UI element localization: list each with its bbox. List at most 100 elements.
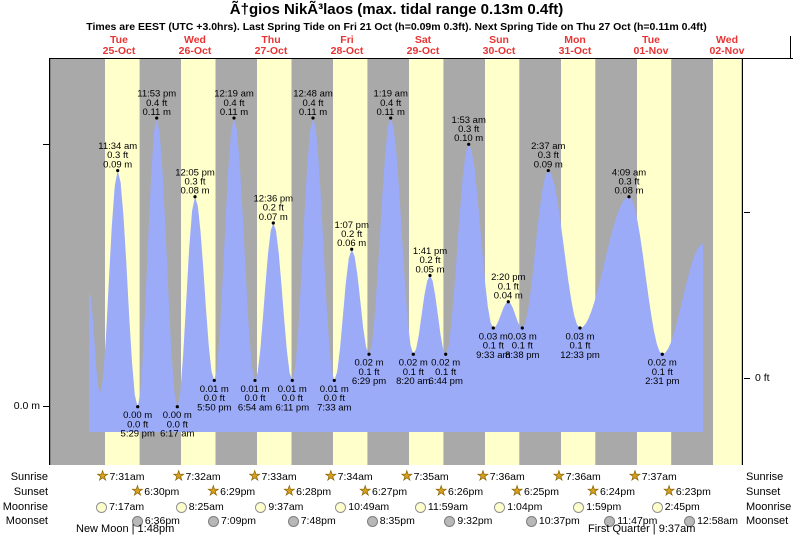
day-name: Sat [414,34,432,46]
sunset-time: 6:28pm [296,486,332,498]
high-tide-annotation: 0.06 m [337,238,366,249]
sunrise-entry: ★ 7:36am [553,469,601,484]
low-tide-annotation: 0.01 m [320,384,349,395]
day-date: 28-Oct [330,45,364,57]
sunset-entry: ★ 6:25pm [511,484,559,499]
day-date: 30-Oct [482,45,516,57]
moonrise-entry: 1:04pm [494,500,542,514]
high-tide-annotation: 0.07 m [259,212,288,223]
tide-extreme-dot [367,352,371,356]
moonset-entry: 12:58am [684,514,738,528]
tide-extreme-dot [136,405,140,409]
y-axis-right-label: 0 ft [755,372,770,384]
moonset-entry: 7:48pm [287,514,336,528]
high-tide-annotation: 0.3 ft [538,150,559,161]
tide-extreme-dot [467,142,471,146]
high-tide-annotation: 0.2 ft [419,255,440,266]
high-tide-annotation: 0.3 ft [618,177,639,188]
tide-extreme-dot [175,405,179,409]
sun-star-icon: ★ [401,468,413,483]
moonset-time: 7:09pm [221,515,257,527]
left-axis-zero-tick [43,406,49,407]
day-date: 27-Oct [254,45,288,57]
low-tide-annotation: 0.00 m [163,410,192,421]
high-tide-annotation: 0.2 ft [263,203,284,214]
day-date: 31-Oct [558,45,592,57]
day-name: Wed [184,34,206,46]
high-tide-annotation: 2:20 pm [491,272,525,283]
high-tide-annotation: 0.4 ft [146,98,167,109]
tide-extreme-dot [193,195,197,199]
moonrise-entry: 10:49am [335,500,389,514]
moonset-icon [444,515,456,527]
day-header-02-Nov: Wed 02-Nov [709,35,744,57]
sunset-entry: ★ 6:23pm [663,484,711,499]
chart-subtitle: Times are EEST (UTC +3.0hrs). Last Sprin… [86,21,707,33]
high-tide-annotation: 0.4 ft [380,98,401,109]
tide-extreme-dot [428,273,432,278]
low-tide-annotation: 0.01 m [200,384,229,395]
high-tide-annotation: 1:19 am [374,89,408,100]
low-tide-annotation: 8:38 pm [505,350,539,361]
sun-star-icon: ★ [587,483,599,498]
sunset-time: 6:24pm [599,486,635,498]
sunrise-entry: ★ 7:32am [173,469,221,484]
y-axis-left-label: 0.0 m [13,400,40,412]
low-tide-annotation: 6:29 pm [352,376,386,387]
moonset-icon [208,515,219,527]
sunrise-entry: ★ 7:36am [477,469,525,484]
sunrise-row-label-left: Sunrise [10,471,48,483]
sunrise-entry: ★ 7:35am [401,468,449,484]
high-tide-annotation: 11:34 am [98,141,137,152]
low-tide-annotation: 0.01 m [240,384,269,395]
tide-extreme-dot [232,116,236,120]
high-tide-annotation: 0.08 m [614,186,643,197]
left-axis-upper-tick [43,144,49,145]
day-name: Thu [261,34,281,46]
low-tide-annotation: 0.01 m [278,384,307,395]
low-tide-annotation: 0.03 m [565,332,594,343]
day-header-28-Oct: Fri 28-Oct [331,35,364,57]
moonset-icon [287,515,299,527]
low-tide-annotation: 7:33 am [317,402,351,413]
low-tide-annotation: 0.1 ft [512,341,533,352]
sunrise-time: 7:36am [565,471,601,483]
low-tide-annotation: 9:33 am [476,350,510,361]
day-header-26-Oct: Wed 26-Oct [179,35,212,57]
moonset-time: 6:36pm [144,515,180,527]
moonrise-time: 2:45pm [664,501,700,513]
moonrise-time: 1:04pm [507,501,543,513]
low-tide-annotation: 0.0 ft [282,393,303,404]
day-name: Fri [340,34,354,46]
chart-right-end-tick [790,36,791,59]
high-tide-annotation: 0.08 m [180,186,209,197]
moonset-time: 12:58am [697,515,738,527]
moonset-icon [131,515,143,527]
high-tide-annotation: 0.11 m [299,107,327,118]
high-tide-annotation: 0.11 m [220,107,248,118]
high-tide-annotation: 12:19 am [214,89,254,100]
moonrise-time: 10:49am [348,501,390,513]
high-tide-annotation: 0.11 m [143,107,171,118]
day-header-29-Oct: Sat 29-Oct [407,35,440,57]
high-tide-annotation: 0.4 ft [302,98,323,109]
high-tide-annotation: 0.11 m [377,107,405,118]
sunset-row-label-right: Sunset [746,486,781,498]
moonset-row-label-right: Moonset [746,515,789,527]
sunset-entry: ★ 6:26pm [435,483,483,499]
sun-star-icon: ★ [435,483,448,498]
low-tide-annotation: 6:44 pm [429,376,463,387]
tide-extreme-dot [212,378,216,383]
sun-star-icon: ★ [207,483,220,498]
high-tide-annotation: 0.1 ft [498,281,519,292]
tide-extreme-dot [155,116,159,120]
low-tide-annotation: 0.02 m [399,358,428,369]
low-tide-annotation: 8:20 am [396,376,430,387]
sunrise-time: 7:35am [413,471,449,483]
tide-extreme-dot [350,247,354,251]
sun-star-icon: ★ [325,468,337,483]
moonrise-entry: 8:25am [175,500,224,514]
moon-phase-first-quarter: First Quarter | 9:37am [588,523,696,535]
moonset-entry: 11:47pm [604,514,657,528]
